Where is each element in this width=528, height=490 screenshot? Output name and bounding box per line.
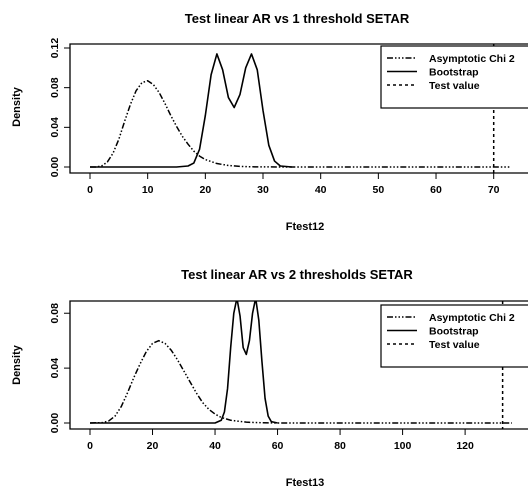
bottom-x-tick-label: 100: [394, 440, 412, 452]
top-x-tick-label: 70: [488, 184, 500, 196]
top-chart-x-label: Ftest12: [286, 221, 325, 233]
bottom-chart: Test linear AR vs 2 thresholds SETAR Fte…: [11, 267, 528, 489]
top-x-tick-label: 30: [257, 184, 269, 196]
bottom-x-tick-label: 80: [334, 440, 346, 452]
top-series-group: [90, 44, 511, 173]
bottom-y-tick-label: 0.08: [49, 303, 61, 324]
top-x-tick-label: 40: [315, 184, 327, 196]
top-y-tick-label: 0.00: [49, 157, 61, 178]
bottom-x-tick-label: 60: [272, 440, 284, 452]
top-x-tick-label: 10: [142, 184, 154, 196]
bottom-x-tick-label: 40: [209, 440, 221, 452]
bottom-y-tick-label: 0.00: [49, 413, 61, 434]
top-chart-y-label: Density: [11, 86, 23, 127]
bottom-x-tick-label: 0: [87, 440, 93, 452]
top-y-tick-label: 0.12: [49, 38, 61, 59]
bottom-legend-label: Bootstrap: [429, 326, 479, 338]
top-chart-title: Test linear AR vs 1 threshold SETAR: [185, 11, 410, 26]
top-chart: Test linear AR vs 1 threshold SETAR Ftes…: [11, 11, 528, 233]
top-y-tick-label: 0.04: [49, 117, 61, 138]
bottom-x-tick-label: 120: [456, 440, 474, 452]
bottom-x-tick-label: 20: [147, 440, 159, 452]
bottom-series-group: [89, 301, 512, 429]
top-plot-frame: [69, 43, 528, 174]
top-x-tick-label: 50: [373, 184, 385, 196]
top-legend-label: Test value: [429, 80, 480, 92]
top-chi2-curve: [90, 79, 511, 168]
bottom-legend-box: [380, 304, 528, 368]
top-y-tick-label: 0.08: [49, 77, 61, 98]
bottom-bootstrap-curve: [90, 301, 278, 424]
top-x-tick-label: 20: [199, 184, 211, 196]
top-bootstrap-curve: [90, 53, 292, 168]
bottom-chart-y-label: Density: [11, 344, 23, 385]
top-x-tick-label: 0: [87, 184, 93, 196]
top-x-tick-label: 60: [430, 184, 442, 196]
top-legend-label: Asymptotic Chi 2: [429, 53, 515, 65]
bottom-chart-title: Test linear AR vs 2 thresholds SETAR: [181, 267, 413, 282]
bottom-y-tick-label: 0.04: [49, 358, 61, 379]
top-legend-label: Bootstrap: [429, 67, 479, 79]
bottom-chi2-curve: [89, 339, 512, 424]
bottom-legend-label: Asymptotic Chi 2: [429, 312, 515, 324]
bottom-legend-label: Test value: [429, 339, 480, 351]
bottom-plot-frame: [69, 300, 528, 430]
bottom-chart-x-label: Ftest13: [286, 477, 325, 489]
top-legend-box: [380, 45, 528, 109]
